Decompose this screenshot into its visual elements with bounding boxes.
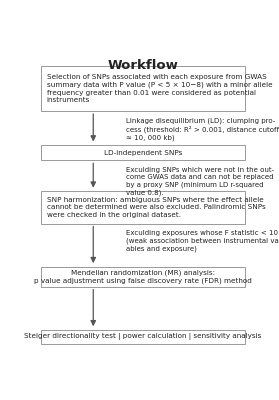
Bar <box>41 66 245 111</box>
Bar <box>41 267 245 287</box>
Text: LD-independent SNPs: LD-independent SNPs <box>104 150 182 156</box>
Bar <box>41 191 245 224</box>
Text: Workflow: Workflow <box>107 59 179 72</box>
Text: SNP harmonization: ambiguous SNPs where the effect allele
cannot be determined w: SNP harmonization: ambiguous SNPs where … <box>47 197 266 218</box>
Bar <box>41 330 245 344</box>
Text: Steiger directionality test | power calculation | sensitivity analysis: Steiger directionality test | power calc… <box>24 333 262 340</box>
Text: Exculding exposures whose F statistic < 10
(weak association between instrumenta: Exculding exposures whose F statistic < … <box>126 230 279 252</box>
Bar <box>41 145 245 160</box>
Text: Linkage disequilibrium (LD): clumping pro-
cess (threshold: R² > 0.001, distance: Linkage disequilibrium (LD): clumping pr… <box>126 117 279 141</box>
Text: Exculding SNPs which were not in the out-
come GWAS data and can not be replaced: Exculding SNPs which were not in the out… <box>126 166 274 196</box>
Text: Selection of SNPs associated with each exposure from GWAS
summary data with P va: Selection of SNPs associated with each e… <box>47 74 272 103</box>
Text: Mendelian randomization (MR) analysis:
p value adjustment using false discovery : Mendelian randomization (MR) analysis: p… <box>34 270 252 284</box>
